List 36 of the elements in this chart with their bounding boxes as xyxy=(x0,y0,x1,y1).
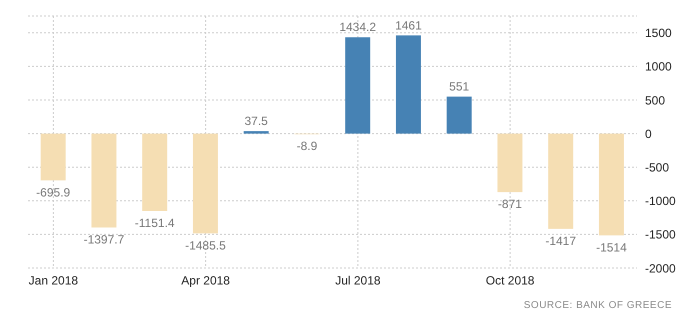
y-tick-label: -1500 xyxy=(645,228,676,242)
bar xyxy=(598,134,624,236)
data-label: -695.9 xyxy=(36,185,71,200)
x-tick-label: Jan 2018 xyxy=(28,274,78,288)
data-label: -1485.5 xyxy=(185,238,226,252)
bar xyxy=(396,35,421,134)
data-label: -1514 xyxy=(596,240,628,254)
data-label: -871 xyxy=(498,197,522,212)
data-label: 1434.2 xyxy=(339,20,376,34)
data-label: -8.9 xyxy=(296,139,318,154)
data-label: 1461 xyxy=(395,18,422,32)
data-label: -1151.4 xyxy=(134,216,175,230)
y-tick-label: -500 xyxy=(645,160,670,174)
bar xyxy=(91,134,116,228)
y-tick-label: 1500 xyxy=(645,26,672,40)
x-tick-label: Jul 2018 xyxy=(335,274,381,288)
data-label: 37.5 xyxy=(244,114,268,128)
source-note: SOURCE: BANK OF GREECE xyxy=(524,300,672,311)
y-tick-label: -2000 xyxy=(645,261,676,276)
data-label: -1417 xyxy=(545,234,576,248)
data-label: -1397.7 xyxy=(84,232,125,247)
x-tick-label: Apr 2018 xyxy=(181,274,230,288)
bar xyxy=(497,134,522,192)
y-tick-label: -1000 xyxy=(645,194,676,208)
bar xyxy=(446,96,472,134)
bar xyxy=(40,134,66,180)
data-label: 551 xyxy=(449,80,470,94)
bar xyxy=(142,134,168,211)
y-tick-label: 1000 xyxy=(645,60,672,74)
bar xyxy=(345,37,370,134)
x-tick-label: Oct 2018 xyxy=(486,274,535,288)
y-tick-label: 0 xyxy=(645,126,652,141)
bar xyxy=(548,134,574,229)
y-tick-label: 500 xyxy=(645,93,666,108)
bar xyxy=(244,131,269,134)
bar xyxy=(192,134,218,234)
